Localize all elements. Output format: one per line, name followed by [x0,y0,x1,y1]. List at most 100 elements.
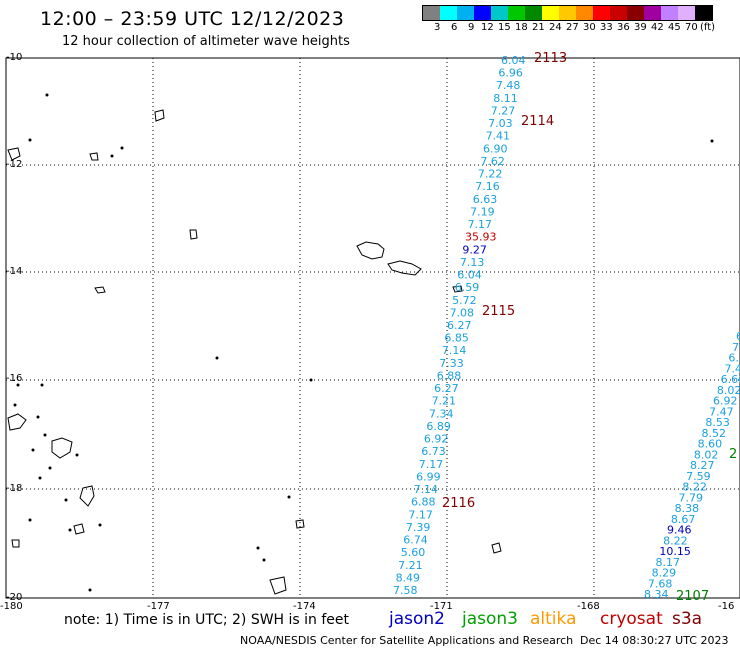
island-tonga [269,576,287,595]
satellite-legend-item: altika [530,609,577,629]
wave-height-value: 7.62 [480,155,505,168]
track-pass-label: 2115 [482,304,515,319]
wave-height-value: 7.27 [491,104,516,117]
y-tick-label: -10 [6,52,23,63]
wave-height-value: 6.89 [426,420,451,433]
wave-height-value: 7.13 [460,256,485,269]
color-swatch [508,6,525,20]
island-dot [28,518,32,522]
wave-height-value: 6.66 [721,373,740,386]
color-swatch [610,6,627,20]
map-frame [5,57,740,599]
page-title: 12:00 – 23:59 UTC 12/12/2023 [40,8,345,30]
wave-height-value: 6.85 [444,332,469,345]
wave-height-value: 8.27 [690,459,715,472]
color-scale-labels: 3 6 9 12 15 18 21 24 27 30 33 36 39 42 45 70 (ft) [422,22,740,34]
wave-height-value: 5.72 [452,294,477,307]
color-swatch [559,6,576,20]
x-tick-label: -174 [293,601,316,612]
wave-height-value: 35.93 [465,231,497,244]
wave-height-value: 8.02 [694,448,719,461]
y-tick-label: -12 [6,159,23,170]
track-pass-label: 2114 [521,114,554,129]
island-small-5 [73,523,85,535]
island-small-3 [295,519,305,529]
island-vanualevu [7,413,27,431]
y-tick-label: -14 [6,266,23,277]
wave-height-value: 7.17 [408,508,433,521]
wave-height-value: 6.27 [434,382,459,395]
x-tick-label: -168 [577,601,600,612]
y-tick-label: -20 [6,592,23,603]
color-swatch [542,6,559,20]
island-small-4 [11,539,20,548]
color-scale-label: 39 [634,22,647,33]
wave-height-value: 7.47 [709,405,734,418]
island-dot [120,146,124,150]
wave-height-value: 6.04 [501,54,526,67]
island-dot [309,378,313,382]
wave-height-value: 7.33 [439,357,464,370]
wave-height-value: 6.74 [403,534,428,547]
wave-height-value: 8.49 [396,571,421,584]
color-scale-label: 21 [532,22,545,33]
wave-height-value: 8.38 [675,502,700,515]
wave-height-value: 6.59 [455,281,480,294]
island-dot [16,383,20,387]
island-vitilevu [51,437,73,459]
satellite-legend-item: cryosat [600,609,663,629]
color-scale-label: 45 [668,22,681,33]
island-small-6 [452,285,463,293]
wave-height-value: 5.60 [401,546,426,559]
color-scale-label: 9 [468,22,475,33]
wave-height-value: 7.79 [679,491,704,504]
wave-height-value: 9.27 [462,243,487,256]
satellite-legend-item: jason2 [389,609,445,629]
color-scale-label: 3 [434,22,441,33]
map-grid [6,58,740,598]
island-dot [88,588,92,592]
color-scale-label: 33 [600,22,613,33]
island-dot [45,93,49,97]
color-swatch [525,6,542,20]
island-tuvalu [7,147,21,161]
wave-height-value: 7.14 [414,483,439,496]
y-tick-label: -18 [6,483,23,494]
wave-height-value: 7.34 [429,407,454,420]
color-swatch [695,6,712,20]
island-savaii [387,260,422,276]
track-pass-label: 2113 [534,51,567,66]
footer-note: note: 1) Time is in UTC; 2) SWH is in fe… [64,612,350,628]
wave-height-value: 7.03 [488,117,512,130]
island-dot [40,383,44,387]
color-swatch [491,6,508,20]
wave-height-value: 6.73 [421,445,446,458]
island-outlines [7,109,502,595]
island-small-1 [89,152,99,161]
wave-height-value: 8.67 [671,513,696,526]
island-dot [64,498,68,502]
altimeter-tracks: 6.046.967.488.117.277.037.416.907.627.22… [393,51,740,604]
wave-height-value: 7.39 [406,521,431,534]
wave-height-value: 8.22 [682,481,707,494]
wave-height-value: 7.19 [470,205,495,218]
satellite-legend-item: s3a [672,609,703,629]
island-dot [68,528,72,532]
color-scale-label: (ft) [700,22,716,33]
wave-height-value: 6.96 [498,67,523,80]
island-dot [28,138,32,142]
island-dot [48,466,52,470]
color-scale-label: 36 [617,22,630,33]
wave-height-value: 7.17 [419,458,444,471]
wave-height-value: 6.99 [416,470,441,483]
island-dot [262,558,266,562]
wave-height-value: 7.21 [432,395,457,408]
island-dot [13,403,17,407]
wave-height-value: 6.27 [447,319,472,332]
wave-height-value: 8.60 [698,438,723,451]
island-dot [75,453,79,457]
track-pass-label: 2 [729,447,737,462]
wave-height-value: 10.15 [659,545,691,558]
track-pass-label: 2116 [442,496,475,511]
wave-height-value: 8.29 [652,567,677,580]
